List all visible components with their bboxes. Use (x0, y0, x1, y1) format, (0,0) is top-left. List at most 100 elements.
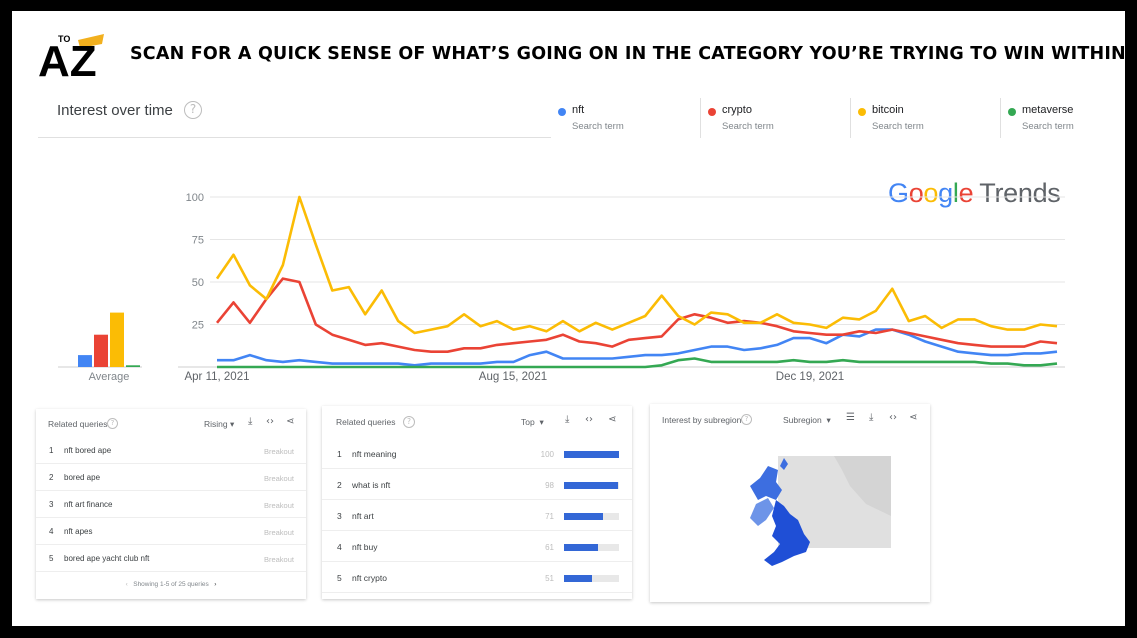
interest-by-subregion-card: Interest by subregion ? Subregion ▾ ☰ ⤓ … (650, 404, 930, 602)
term-divider (1000, 98, 1001, 138)
share-icon[interactable]: ⋖ (286, 416, 295, 427)
a-to-z-logo: AZ TO (38, 34, 104, 78)
card-title: Related queries (336, 417, 396, 427)
query-text: nft meaning (352, 449, 397, 459)
y-tick-label: 25 (192, 320, 204, 332)
query-value: 100 (540, 450, 554, 459)
query-text: nft art (352, 511, 374, 521)
interest-over-time-title: Interest over time (57, 102, 173, 119)
rising-query-row[interactable]: 4 nft apes Breakout (36, 518, 306, 545)
y-tick-label: 75 (192, 235, 204, 247)
dropdown-arrow-icon: ▾ (230, 419, 235, 429)
row-rank: 2 (49, 473, 54, 482)
download-icon[interactable]: ⤓ (869, 412, 874, 423)
search-term-name: crypto (722, 104, 752, 116)
row-rank: 1 (49, 446, 54, 455)
search-term-name: metaverse (1022, 104, 1074, 116)
series-line-crypto (215, 277, 1058, 354)
query-text: bored ape yacht club nft (64, 554, 150, 563)
query-value: 98 (545, 481, 554, 490)
help-icon[interactable]: ? (403, 416, 415, 428)
query-text: what is nft (352, 480, 391, 490)
card-title: Interest by subregion (662, 415, 742, 425)
subregion-filter-select[interactable]: Subregion ▾ (783, 415, 831, 425)
query-text: nft apes (64, 527, 93, 536)
query-value: Breakout (263, 474, 294, 483)
query-value: 61 (545, 543, 554, 552)
value-bar-track (564, 575, 619, 582)
rising-query-row[interactable]: 2 bored ape Breakout (36, 464, 306, 491)
value-bar-track (564, 513, 619, 520)
list-icon[interactable]: ☰ (846, 412, 855, 423)
row-rank: 3 (337, 511, 342, 521)
top-query-row[interactable]: 2 what is nft 98 (322, 469, 632, 500)
rising-query-row[interactable]: 1 nft bored ape Breakout (36, 437, 306, 464)
value-bar-track (564, 482, 619, 489)
y-tick-label: 100 (186, 192, 204, 204)
chevron-left-icon[interactable]: ‹ (125, 581, 128, 588)
query-text: nft art finance (64, 500, 113, 509)
query-value: Breakout (263, 555, 294, 564)
series-line-bitcoin (215, 195, 1058, 335)
download-icon[interactable]: ⤓ (248, 416, 253, 427)
query-value: 51 (545, 574, 554, 583)
search-term-type: Search term (722, 121, 774, 132)
series-color-dot (708, 108, 716, 116)
search-term-type: Search term (572, 121, 624, 132)
help-icon[interactable]: ? (741, 414, 752, 425)
chevron-right-icon[interactable]: › (214, 581, 217, 588)
share-icon[interactable]: ⋖ (608, 414, 617, 425)
pagination-label: Showing 1-5 of 25 queries (133, 581, 209, 588)
row-rank: 2 (337, 480, 342, 490)
rising-query-row[interactable]: 5 bored ape yacht club nft Breakout (36, 545, 306, 572)
row-rank: 3 (49, 500, 54, 509)
row-rank: 4 (337, 542, 342, 552)
average-bar-nft (78, 355, 92, 367)
query-value: 71 (545, 512, 554, 521)
series-color-dot (558, 108, 566, 116)
series-line-metaverse (217, 357, 1058, 369)
top-filter-select[interactable]: Top ▾ (521, 417, 544, 427)
subregion-map[interactable] (746, 456, 891, 581)
search-term-name: nft (572, 104, 585, 116)
value-bar (564, 451, 619, 458)
related-queries-rising-card: Related queries ? Rising ▾ ⤓ ‹› ⋖ 1 nft b… (36, 409, 306, 599)
embed-icon[interactable]: ‹› (266, 416, 274, 427)
value-bar (564, 482, 618, 489)
header-divider (38, 137, 551, 138)
dropdown-arrow-icon: ▾ (539, 417, 544, 427)
logo-big-letters: AZ (38, 37, 97, 78)
embed-icon[interactable]: ‹› (585, 414, 593, 425)
help-icon[interactable]: ? (184, 101, 202, 119)
row-rank: 5 (337, 573, 342, 583)
help-icon[interactable]: ? (107, 418, 118, 429)
download-icon[interactable]: ⤓ (565, 414, 570, 425)
average-bar-metaverse (126, 365, 140, 367)
slide-headline: SCAN FOR A QUICK SENSE OF WHAT’S GOING O… (130, 44, 1126, 64)
query-text: bored ape (64, 473, 101, 482)
series-color-dot (858, 108, 866, 116)
top-query-row[interactable]: 4 nft buy 61 (322, 531, 632, 562)
top-query-row[interactable]: 5 nft crypto 51 (322, 562, 632, 593)
rising-filter-select[interactable]: Rising ▾ (204, 419, 235, 429)
term-divider (850, 98, 851, 138)
value-bar-track (564, 451, 619, 458)
query-value: Breakout (263, 501, 294, 510)
top-query-row[interactable]: 3 nft art 71 (322, 500, 632, 531)
rising-query-row[interactable]: 3 nft art finance Breakout (36, 491, 306, 518)
dropdown-arrow-icon: ▾ (826, 415, 831, 425)
search-term-type: Search term (872, 121, 924, 132)
query-text: nft crypto (352, 573, 387, 583)
card-title: Related queries (48, 419, 108, 429)
top-query-row[interactable]: 1 nft meaning 100 (322, 438, 632, 469)
average-bar-crypto (94, 334, 108, 367)
search-term-type: Search term (1022, 121, 1074, 132)
query-value: Breakout (263, 447, 294, 456)
series-color-dot (1008, 108, 1016, 116)
share-icon[interactable]: ⋖ (909, 412, 918, 423)
value-bar (564, 513, 604, 520)
x-tick-label: Apr 11, 2021 (184, 371, 249, 383)
logo-small-text: TO (58, 34, 70, 44)
embed-icon[interactable]: ‹› (889, 412, 897, 423)
